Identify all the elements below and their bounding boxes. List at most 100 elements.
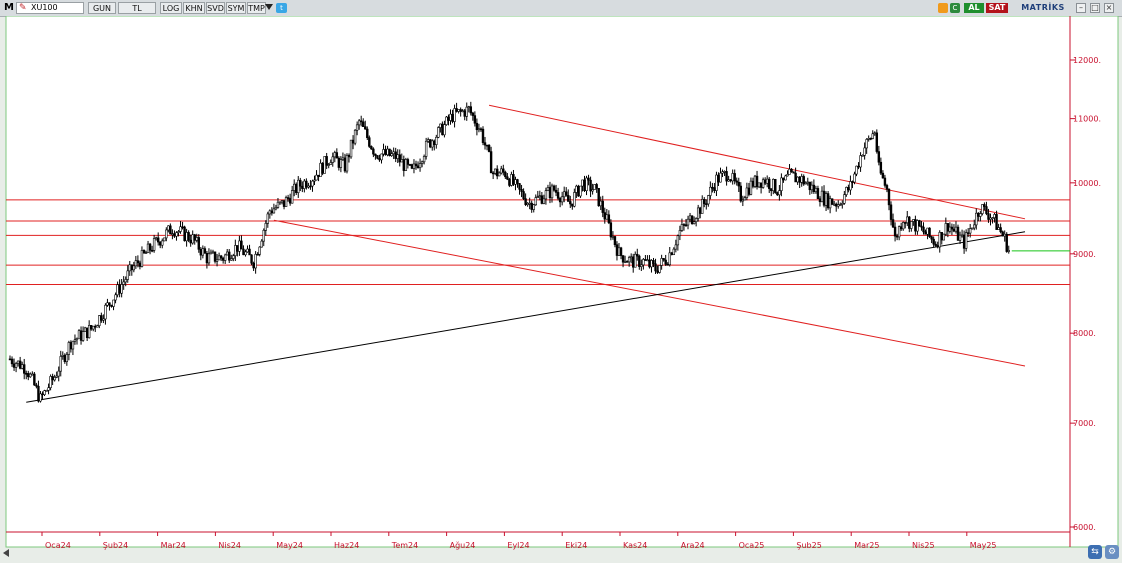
twitter-icon[interactable]: t <box>276 3 287 13</box>
candle-body <box>161 240 164 246</box>
candle-body <box>928 227 931 237</box>
candle-body <box>579 185 582 197</box>
candle-body <box>741 199 745 202</box>
candle-body <box>333 152 336 158</box>
candle-body <box>839 204 842 206</box>
candle-body <box>418 163 422 169</box>
candle-body <box>191 234 194 244</box>
candle-body <box>556 192 560 199</box>
candle-body <box>912 219 915 222</box>
period-button[interactable]: GUN <box>88 2 116 14</box>
price-chart[interactable]: 6000. 7000. 8000. 9000. 10000. 11000. 12000. O… <box>0 16 1122 563</box>
candle-body <box>100 315 103 321</box>
candle-body <box>550 185 554 199</box>
candle-body <box>940 232 943 241</box>
candle-body <box>962 234 966 249</box>
candle-body <box>599 200 602 207</box>
candle-body <box>538 195 542 197</box>
candle-body <box>664 259 667 265</box>
close-icon[interactable]: × <box>1104 3 1114 13</box>
candle-body <box>971 227 974 230</box>
candle-body <box>317 174 320 177</box>
candle-body <box>179 226 182 232</box>
scroll-left-icon[interactable] <box>3 549 9 557</box>
rss-icon[interactable] <box>938 3 948 13</box>
minimize-icon[interactable]: – <box>1076 3 1086 13</box>
candle-body <box>656 270 659 273</box>
candle-body <box>152 238 156 251</box>
candle-body <box>966 232 970 234</box>
candle-body <box>148 243 152 251</box>
candle-body <box>325 156 328 166</box>
candle-body <box>223 254 227 261</box>
candle-body <box>16 360 20 364</box>
candle-body <box>804 182 807 185</box>
candle-body <box>244 251 247 256</box>
candle-body <box>690 215 694 225</box>
buy-button[interactable]: AL <box>964 3 984 13</box>
symbol-input[interactable]: ✎ XU100 <box>16 2 84 14</box>
candle-body <box>607 214 611 224</box>
candle-body <box>469 106 473 114</box>
candle-body <box>226 251 229 256</box>
candle-body <box>102 318 105 321</box>
app-logo[interactable]: M <box>4 2 14 13</box>
candle-body <box>680 224 684 231</box>
x-tick-label: Mar24 <box>161 541 186 550</box>
candle-body <box>991 217 994 220</box>
candle-body <box>1007 250 1010 252</box>
candle-body <box>977 212 980 217</box>
candle-body <box>755 175 759 188</box>
candle-body <box>25 373 28 375</box>
sell-button[interactable]: SAT <box>986 3 1008 13</box>
svd-button[interactable]: SVD <box>206 2 225 14</box>
candle-body <box>554 189 558 193</box>
refresh-icon[interactable]: C <box>950 3 960 13</box>
candle-body <box>491 172 495 175</box>
candle-body <box>92 325 95 330</box>
log-button[interactable]: LOG <box>160 2 182 14</box>
candle-body <box>694 218 698 223</box>
candle-body <box>479 128 483 131</box>
candle-body <box>532 204 535 210</box>
candle-body <box>794 172 797 183</box>
candle-body <box>136 260 140 264</box>
candle-body <box>875 132 879 152</box>
candle-body <box>292 183 296 191</box>
candle-body <box>802 176 805 185</box>
candle-body <box>370 146 373 150</box>
chart-nav-icon[interactable]: ⇆ <box>1088 545 1102 559</box>
candle-body <box>457 109 460 112</box>
sym-button[interactable]: SYM <box>226 2 246 14</box>
currency-button[interactable]: TL <box>118 2 156 14</box>
candle-body <box>642 259 645 266</box>
candle-body <box>256 253 259 256</box>
candle-body <box>891 219 895 228</box>
candle-body <box>522 191 525 199</box>
candle-body <box>67 342 71 355</box>
khn-button[interactable]: KHN <box>183 2 205 14</box>
candle-body <box>429 139 432 148</box>
tmp-button[interactable]: TMP <box>247 2 266 14</box>
candle-body <box>508 178 511 186</box>
chart-frame <box>5 16 1119 548</box>
candle-body <box>295 183 298 193</box>
candle-body <box>201 248 205 256</box>
candle-body <box>130 264 133 271</box>
y-tick-label: 6000. <box>1073 523 1096 532</box>
x-tick-label: Tem24 <box>391 541 418 550</box>
chart-settings-icon[interactable]: ⚙ <box>1105 545 1119 559</box>
candle-body <box>623 261 627 263</box>
candle-body <box>930 236 933 240</box>
candle-body <box>175 232 178 237</box>
candle-body <box>207 253 211 264</box>
candle-body <box>104 304 107 320</box>
candle-body <box>989 217 992 220</box>
candle-body <box>475 122 479 131</box>
candle-body <box>445 116 448 125</box>
maximize-icon[interactable]: □ <box>1090 3 1100 13</box>
candle-body <box>211 251 215 254</box>
candle-body <box>366 128 369 139</box>
dropdown-arrow-icon[interactable] <box>265 4 273 10</box>
candle-body <box>426 139 430 142</box>
